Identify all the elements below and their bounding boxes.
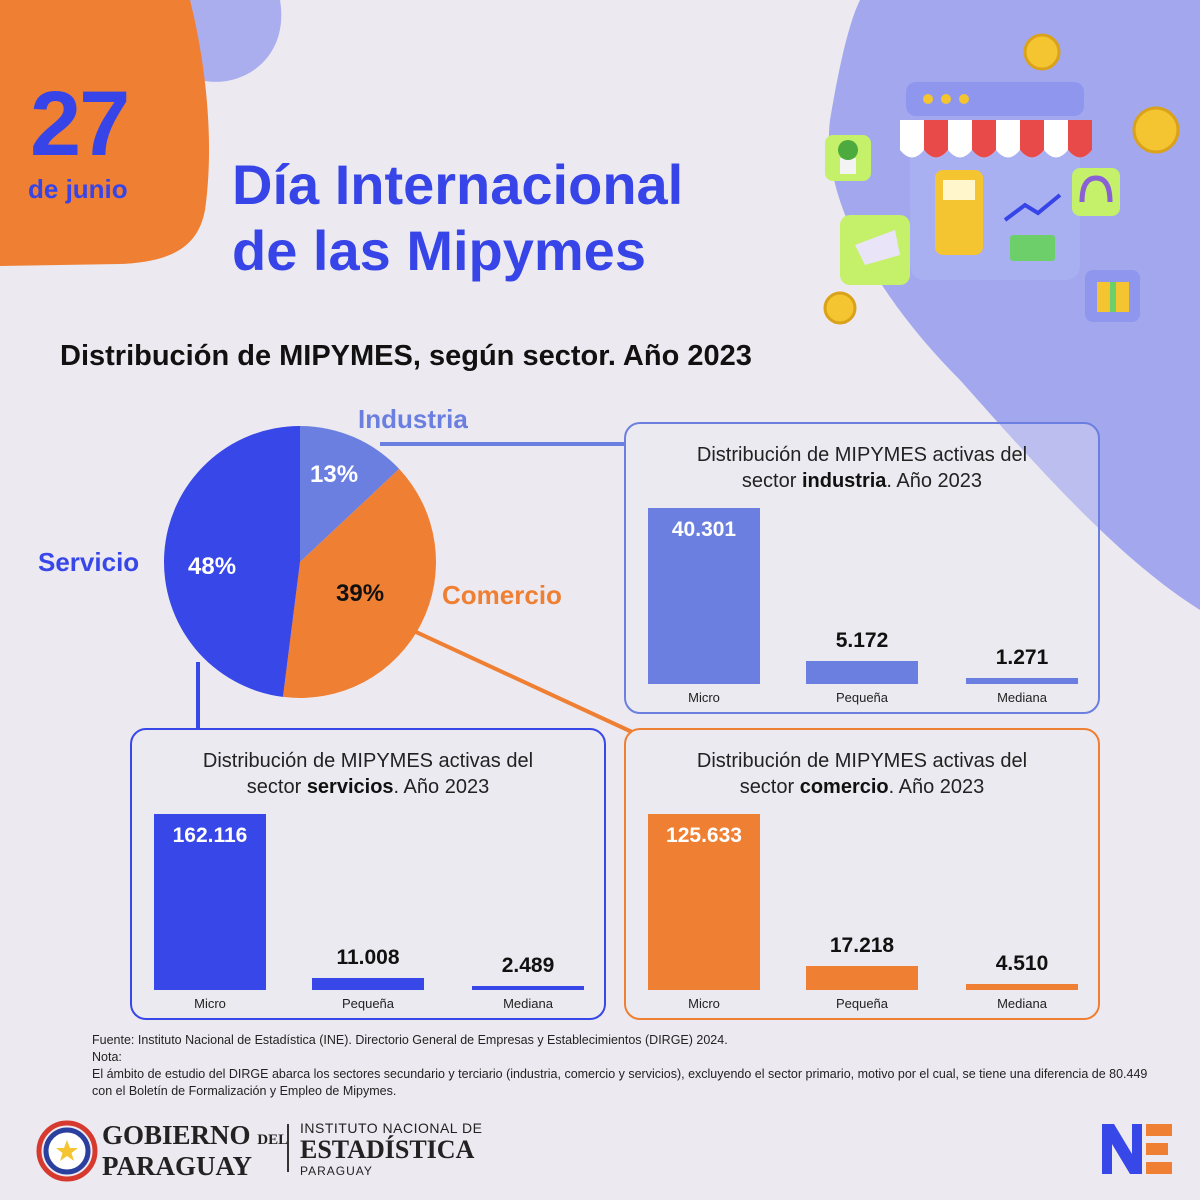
pie-slice-servicio [163, 426, 300, 697]
bar-category-label: Pequeña [835, 690, 889, 705]
bar-value-label: 1.271 [995, 646, 1049, 670]
bar-category-label: Micro [688, 690, 720, 705]
bar-mediana [966, 678, 1078, 684]
bar-pequeña [312, 978, 424, 990]
panel-title-bold: industria [801, 470, 887, 492]
chart-subtitle: Distribución de MIPYMES, según sector. A… [60, 340, 752, 372]
note-label: Nota: [92, 1050, 122, 1064]
pie-slice-comercio [282, 468, 437, 698]
pie-pct-servicio: 48% [188, 553, 237, 580]
coin-icon [1023, 33, 1061, 71]
panel-title-year: . Año 2023 [393, 776, 490, 798]
panel-comercio: Distribución de MIPYMES activas del sect… [624, 728, 1100, 1020]
bar-category-label: Pequeña [835, 996, 889, 1011]
bar-category-label: Micro [688, 996, 720, 1011]
bar-value-label: 40.301 [671, 518, 737, 541]
pie-pct-industria: 13% [310, 461, 359, 488]
pie-label-industria: Industria [358, 404, 468, 434]
footer-divider [287, 1124, 289, 1172]
sector-pie-chart [163, 426, 437, 698]
pie-slice-industria [300, 426, 400, 562]
gobierno-seal-logo [36, 1120, 98, 1182]
shop-illustration [823, 33, 1180, 325]
panel-title-bold: servicios [306, 776, 394, 798]
bar-category-label: Pequeña [341, 996, 395, 1011]
panel-title-sector: sector [741, 470, 802, 492]
panel-title-year: . Año 2023 [886, 470, 983, 492]
ine-logo: INSTITUTO NACIONAL DE ESTADÍSTICA PARAGU… [300, 1120, 482, 1178]
panel-title-sector: sector [739, 776, 800, 798]
panel-title-line1: Distribución de MIPYMES activas del [696, 750, 1028, 772]
bar-value-label: 125.633 [666, 824, 742, 847]
panel-title-line1: Distribución de MIPYMES activas del [696, 444, 1028, 466]
page-title: Día Internacional de las Mipymes [232, 152, 852, 284]
panel-servicios-title: Distribución de MIPYMES activas del sect… [132, 748, 604, 800]
panel-title-year: . Año 2023 [888, 776, 985, 798]
bar-micro [154, 814, 266, 990]
bar-value-label: 2.489 [501, 954, 555, 977]
bar-value-label: 11.008 [336, 946, 400, 970]
bar-micro [648, 814, 760, 990]
bar-value-label: 162.116 [172, 824, 248, 847]
date-month: de junio [28, 174, 128, 204]
bar-mediana [472, 986, 584, 990]
panel-title-line1: Distribución de MIPYMES activas del [202, 750, 534, 772]
bar-pequeña [806, 661, 918, 684]
gov-line1: GOBIERNO [102, 1120, 251, 1150]
pie-label-comercio: Comercio [442, 580, 562, 610]
source-notes: Fuente: Instituto Nacional de Estadístic… [92, 1032, 1152, 1100]
date-day: 27 [30, 73, 130, 175]
ine-line3: PARAGUAY [300, 1164, 373, 1178]
bar-micro [648, 508, 760, 684]
bar-category-label: Mediana [503, 996, 553, 1011]
source-text: Fuente: Instituto Nacional de Estadístic… [92, 1033, 728, 1047]
panel-comercio-title: Distribución de MIPYMES activas del sect… [626, 748, 1098, 800]
coin-icon [1132, 106, 1180, 154]
panel-title-sector: sector [246, 776, 307, 798]
gov-line2: PARAGUAY [102, 1151, 253, 1181]
panel-title-bold: comercio [799, 776, 889, 798]
coin-icon [823, 291, 857, 325]
gobierno-paraguay-logo: GOBIERNO DEL PARAGUAY [102, 1120, 289, 1181]
pie-pct-comercio: 39% [336, 580, 385, 607]
note-text: El ámbito de estudio del DIRGE abarca lo… [92, 1067, 1148, 1098]
bar-pequeña [806, 965, 918, 990]
bar-value-label: 5.172 [835, 629, 889, 653]
bar-category-label: Mediana [997, 996, 1047, 1011]
gov-del: DEL [257, 1132, 289, 1148]
ine-line1: INSTITUTO NACIONAL DE [300, 1120, 483, 1136]
bar-category-label: Micro [194, 996, 226, 1011]
panel-servicios: Distribución de MIPYMES activas del sect… [130, 728, 606, 1020]
ine-line2: ESTADÍSTICA [300, 1135, 475, 1164]
panel-industria-title: Distribución de MIPYMES activas del sect… [626, 442, 1098, 494]
title-line-1: Día Internacional [232, 153, 684, 216]
title-line-2: de las Mipymes [232, 219, 646, 282]
bar-value-label: 4.510 [995, 951, 1049, 975]
ine-mark-logo [1102, 1124, 1172, 1174]
star-icon [56, 1140, 78, 1161]
panel-industria: Distribución de MIPYMES activas del sect… [624, 422, 1100, 714]
bar-category-label: Mediana [997, 690, 1047, 705]
pie-label-servicio: Servicio [38, 547, 140, 577]
bar-mediana [966, 983, 1078, 990]
connector-comercio [415, 630, 633, 734]
bar-value-label: 17.218 [829, 933, 895, 957]
